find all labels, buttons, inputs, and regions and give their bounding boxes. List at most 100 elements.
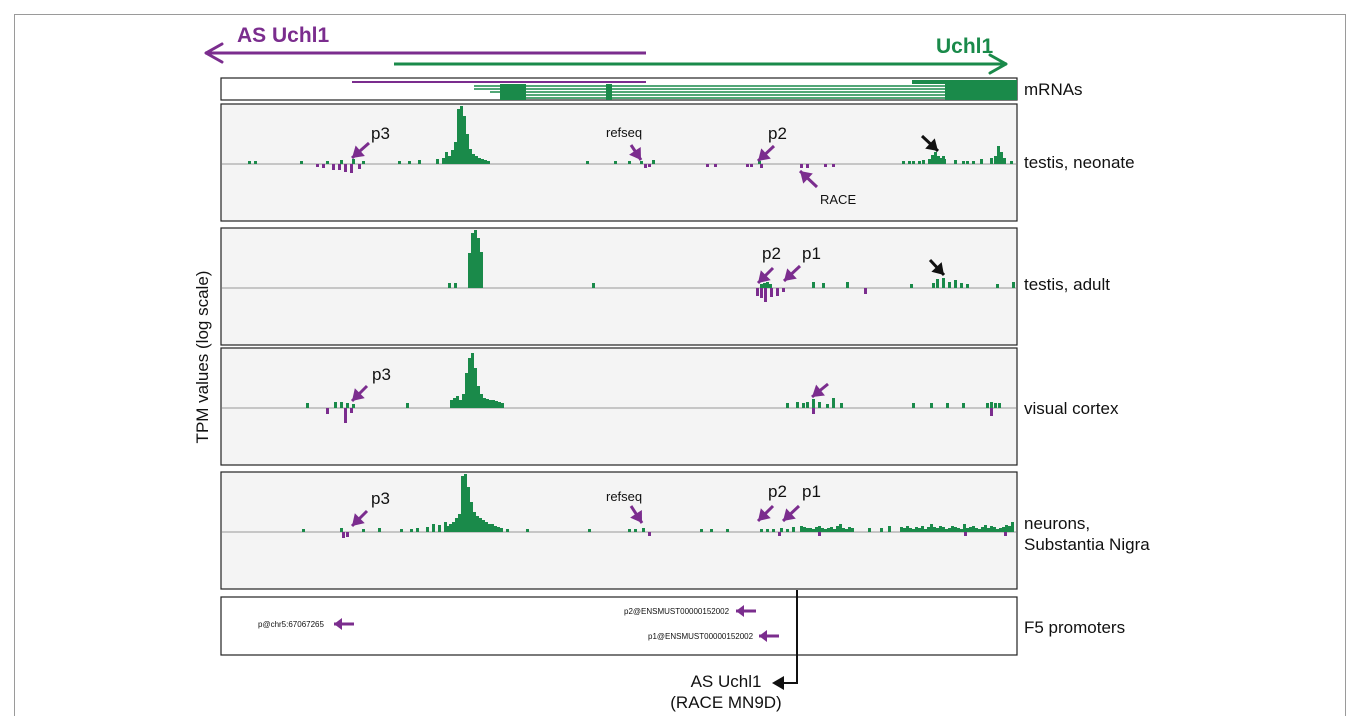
signal-bar (494, 526, 497, 532)
signal-bar (997, 146, 1000, 164)
signal-bar (845, 529, 848, 532)
f5-promoter-arrows (334, 605, 779, 642)
signal-bar (491, 524, 494, 532)
signal-bar (778, 532, 781, 536)
signal-bar (818, 532, 821, 536)
annotation-arrow (920, 134, 940, 153)
signal-bar (936, 528, 939, 532)
panel-visual-cortex (220, 347, 1018, 466)
signal-bar (334, 402, 337, 408)
signal-bar (996, 529, 999, 532)
signal-bar (469, 149, 472, 164)
signal-bar (764, 288, 767, 302)
signal-bar (436, 159, 439, 164)
signal-bar (812, 282, 815, 288)
signal-bar (830, 527, 833, 532)
signal-bar (746, 164, 749, 167)
signal-bar (1012, 282, 1015, 288)
signal-bar (468, 253, 471, 288)
signal-bar (350, 408, 353, 413)
signal-bar (410, 529, 413, 532)
signal-bar (824, 529, 827, 532)
signal-bar (614, 161, 617, 164)
signal-bar (453, 398, 456, 408)
signal-bar (978, 529, 981, 532)
signal-bar (1005, 525, 1008, 532)
signal-bar (946, 403, 949, 408)
signal-bar (346, 403, 349, 408)
signal-bar (915, 527, 918, 532)
signal-bar (454, 142, 457, 164)
signal-bar (990, 526, 993, 532)
signal-bar (909, 528, 912, 532)
signal-bar (316, 164, 319, 167)
signal-bar (832, 164, 835, 167)
signal-bar (800, 164, 803, 168)
signal-bar (476, 516, 479, 532)
signal-bar (760, 284, 763, 288)
antisense-gene-label: AS Uchl1 (237, 24, 330, 47)
annotation-arrow (811, 382, 829, 399)
promoter-label: p2@ENSMUST00000152002 (624, 607, 730, 616)
signal-bar (993, 527, 996, 532)
signal-bar (851, 528, 854, 532)
signal-bar (937, 156, 940, 164)
signal-bar (954, 527, 957, 532)
signal-bar (960, 529, 963, 532)
panel-f5-promoters (220, 596, 1018, 656)
signal-bar (758, 161, 761, 164)
signal-bar (951, 526, 954, 532)
signal-bar (954, 160, 957, 164)
signal-bar (822, 283, 825, 288)
annotation-refseq: refseq (606, 489, 643, 504)
signal-bar (827, 528, 830, 532)
signal-bar (332, 164, 335, 170)
signal-bar (398, 161, 401, 164)
signal-bar (482, 520, 485, 532)
signal-bar (461, 476, 464, 532)
signal-bar (640, 161, 643, 164)
signal-bar (766, 282, 769, 288)
signal-bar (448, 156, 451, 164)
signal-bar (456, 396, 459, 408)
signal-bar (448, 283, 451, 288)
signal-bar (483, 398, 486, 408)
signal-bar (780, 528, 783, 532)
sense-gene-arrow (394, 53, 1008, 75)
signal-bar (972, 526, 975, 532)
race-label: AS Uchl1 (RACE MN9D) (670, 672, 782, 712)
signal-bar (942, 278, 945, 288)
signal-bar (769, 284, 772, 288)
signal-bar (932, 283, 935, 288)
annotation-arrow (629, 505, 644, 524)
signal-bar (463, 116, 466, 164)
signal-bar (340, 528, 343, 532)
signal-bar (473, 512, 476, 532)
signal-bar (648, 164, 651, 167)
signal-bar (467, 487, 470, 532)
signal-bar (486, 399, 489, 408)
signal-bar (792, 527, 795, 532)
signal-bar (930, 524, 933, 532)
signal-bar (442, 158, 445, 164)
signal-bar (648, 532, 651, 536)
signal-bar (910, 284, 913, 288)
signal-bar (990, 402, 993, 408)
track-label-neurons-sn: neurons, Substantia Nigra (1024, 514, 1150, 554)
signal-bar (457, 109, 460, 164)
panel-testis-neonate (220, 103, 1018, 222)
signal-bar (479, 518, 482, 532)
signal-bar (802, 403, 805, 408)
signal-bar (710, 529, 713, 532)
signal-bar (484, 160, 487, 164)
signal-bar (803, 527, 806, 532)
signal-bar (1002, 527, 1005, 532)
signal-bar (488, 524, 491, 532)
figure-frame (14, 14, 1346, 716)
annotation-arrow (782, 264, 802, 283)
signal-bar (450, 400, 453, 408)
signal-bar (972, 161, 975, 164)
signal-bar (939, 526, 942, 532)
signal-bar (248, 161, 251, 164)
signal-bar (378, 528, 381, 532)
